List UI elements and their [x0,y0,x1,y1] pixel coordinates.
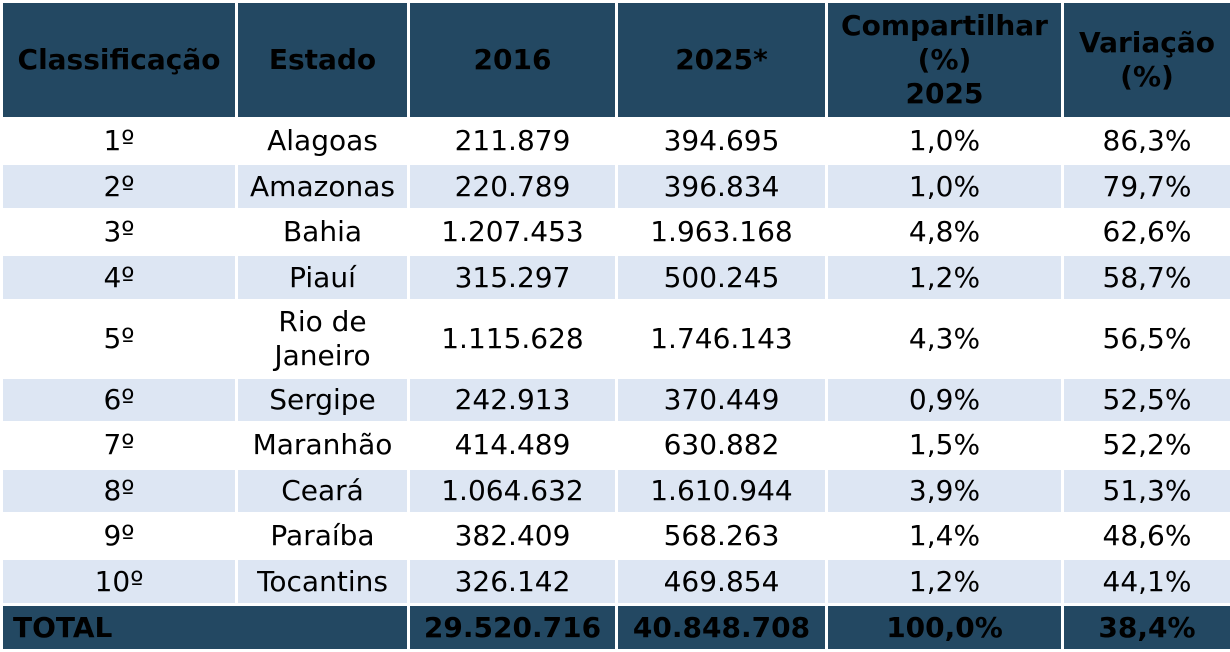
table-row: 5º Rio de Janeiro 1.115.628 1.746.143 4,… [0,298,1230,379]
cell-share: 1,4% [825,511,1064,561]
table-row: 7º Maranhão 414.489 630.882 1,5% 52,2% [0,421,1230,470]
cell-2016: 242.913 [407,375,618,425]
cell-2025: 1.610.944 [615,466,828,515]
total-label: TOTAL [0,603,410,652]
cell-variation: 48,6% [1061,511,1230,561]
total-variation: 38,4% [1061,603,1230,652]
table-footer: TOTAL 29.520.716 40.848.708 100,0% 38,4% [0,603,1230,652]
cell-2025: 469.854 [615,557,828,606]
cell-rank: 1º [0,116,238,166]
table-row: 3º Bahia 1.207.453 1.963.168 4,8% 62,6% [0,207,1230,257]
cell-rank: 4º [0,253,238,302]
cell-share: 4,3% [825,298,1064,379]
cell-rank: 5º [0,298,238,379]
cell-rank: 2º [0,162,238,211]
cell-rank: 6º [0,375,238,425]
cell-variation: 62,6% [1061,207,1230,257]
cell-2025: 568.263 [615,511,828,561]
header-2016: 2016 [407,0,618,120]
total-share: 100,0% [825,603,1064,652]
cell-share: 1,0% [825,116,1064,166]
cell-2016: 382.409 [407,511,618,561]
cell-2016: 414.489 [407,421,618,470]
cell-state: Tocantins [235,557,410,606]
table-row: 9º Paraíba 382.409 568.263 1,4% 48,6% [0,511,1230,561]
cell-state: Maranhão [235,421,410,470]
cell-2025: 630.882 [615,421,828,470]
cell-2025: 1.746.143 [615,298,828,379]
header-state: Estado [235,0,410,120]
table-body: 1º Alagoas 211.879 394.695 1,0% 86,3% 2º… [0,116,1230,606]
table-row: 6º Sergipe 242.913 370.449 0,9% 52,5% [0,375,1230,425]
cell-state: Sergipe [235,375,410,425]
table-row: 1º Alagoas 211.879 394.695 1,0% 86,3% [0,116,1230,166]
table-row: 2º Amazonas 220.789 396.834 1,0% 79,7% [0,162,1230,211]
total-2016: 29.520.716 [407,603,618,652]
table-header: Classificação Estado 2016 2025* Comparti… [0,0,1230,120]
cell-variation: 56,5% [1061,298,1230,379]
cell-share: 1,2% [825,557,1064,606]
total-row: TOTAL 29.520.716 40.848.708 100,0% 38,4% [0,603,1230,652]
cell-variation: 79,7% [1061,162,1230,211]
cell-2016: 1.207.453 [407,207,618,257]
table-row: 8º Ceará 1.064.632 1.610.944 3,9% 51,3% [0,466,1230,515]
cell-state: Piauí [235,253,410,302]
cell-variation: 44,1% [1061,557,1230,606]
cell-state: Ceará [235,466,410,515]
cell-state: Alagoas [235,116,410,166]
cell-state: Bahia [235,207,410,257]
table-row: 4º Piauí 315.297 500.245 1,2% 58,7% [0,253,1230,302]
cell-variation: 51,3% [1061,466,1230,515]
cell-rank: 3º [0,207,238,257]
cell-variation: 52,5% [1061,375,1230,425]
cell-2025: 500.245 [615,253,828,302]
cell-2016: 1.115.628 [407,298,618,379]
cell-rank: 7º [0,421,238,470]
cell-2025: 396.834 [615,162,828,211]
cell-state: Rio de Janeiro [235,298,410,379]
header-rank: Classificação [0,0,238,120]
cell-2025: 370.449 [615,375,828,425]
cell-2025: 1.963.168 [615,207,828,257]
cell-share: 0,9% [825,375,1064,425]
header-variation: Variação (%) [1061,0,1230,120]
cell-share: 1,2% [825,253,1064,302]
cell-state: Amazonas [235,162,410,211]
header-row: Classificação Estado 2016 2025* Comparti… [0,0,1230,120]
cell-2016: 211.879 [407,116,618,166]
cell-share: 4,8% [825,207,1064,257]
cell-variation: 52,2% [1061,421,1230,470]
cell-variation: 86,3% [1061,116,1230,166]
header-share: Compartilhar (%) 2025 [825,0,1064,120]
total-2025: 40.848.708 [615,603,828,652]
cell-rank: 9º [0,511,238,561]
cell-2025: 394.695 [615,116,828,166]
cell-rank: 10º [0,557,238,606]
cell-2016: 326.142 [407,557,618,606]
cell-state: Paraíba [235,511,410,561]
cell-variation: 58,7% [1061,253,1230,302]
header-2025: 2025* [615,0,828,120]
cell-share: 1,0% [825,162,1064,211]
cell-2016: 315.297 [407,253,618,302]
table-row: 10º Tocantins 326.142 469.854 1,2% 44,1% [0,557,1230,606]
cell-2016: 220.789 [407,162,618,211]
cell-share: 3,9% [825,466,1064,515]
cell-rank: 8º [0,466,238,515]
cell-2016: 1.064.632 [407,466,618,515]
cell-share: 1,5% [825,421,1064,470]
